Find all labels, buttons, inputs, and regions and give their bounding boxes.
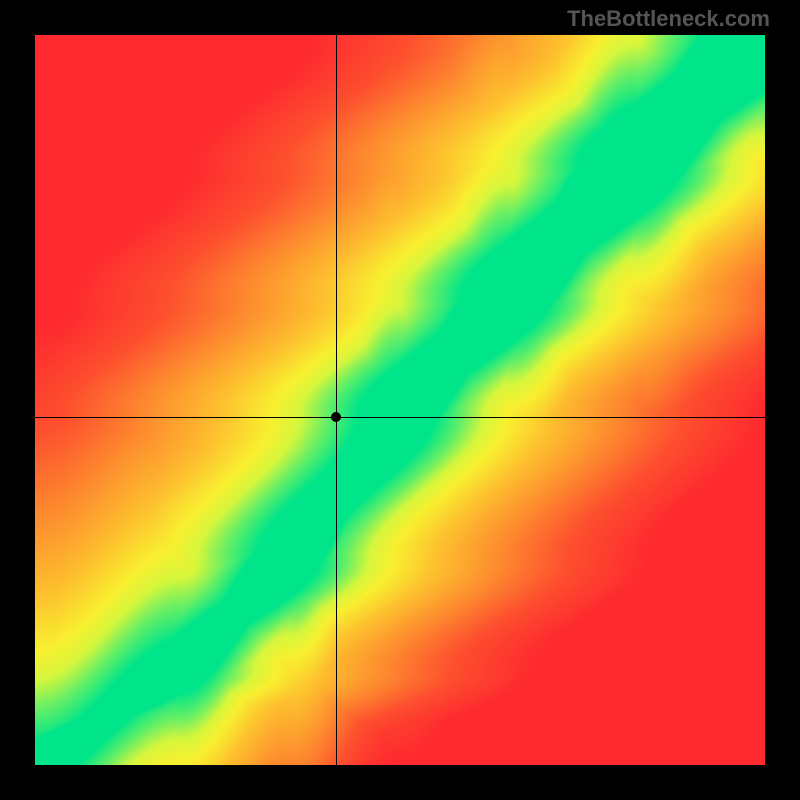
plot-area	[35, 35, 765, 765]
watermark-text: TheBottleneck.com	[567, 6, 770, 32]
target-point	[331, 412, 341, 422]
crosshair-vertical	[336, 35, 337, 765]
crosshair-horizontal	[35, 417, 765, 418]
figure-container: TheBottleneck.com	[0, 0, 800, 800]
heatmap-canvas	[35, 35, 765, 765]
